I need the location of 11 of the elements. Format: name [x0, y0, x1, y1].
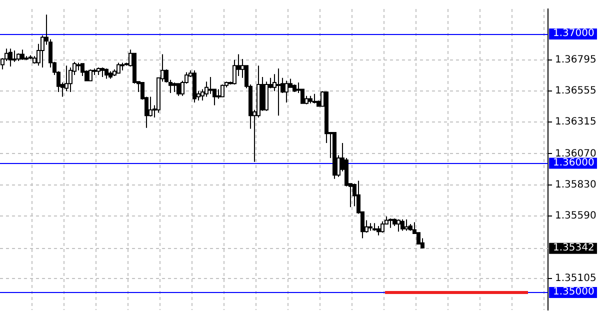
y-tick-label: 1.36315 [555, 116, 596, 128]
y-tick-label: 1.36555 [555, 86, 596, 97]
ref-line-label: 1.35000 [553, 286, 594, 298]
y-tick-label: 1.36070 [555, 148, 596, 160]
ref-line-label: 1.37000 [553, 28, 594, 40]
y-tick-label: 1.35105 [555, 273, 596, 284]
ref-line-label: 1.36000 [553, 157, 594, 168]
y-tick-label: 1.35590 [555, 210, 596, 222]
y-tick-label: 1.35830 [555, 179, 596, 190]
y-tick-label: 1.36795 [555, 54, 596, 66]
ref-line-label: 1.35342 [553, 242, 594, 254]
